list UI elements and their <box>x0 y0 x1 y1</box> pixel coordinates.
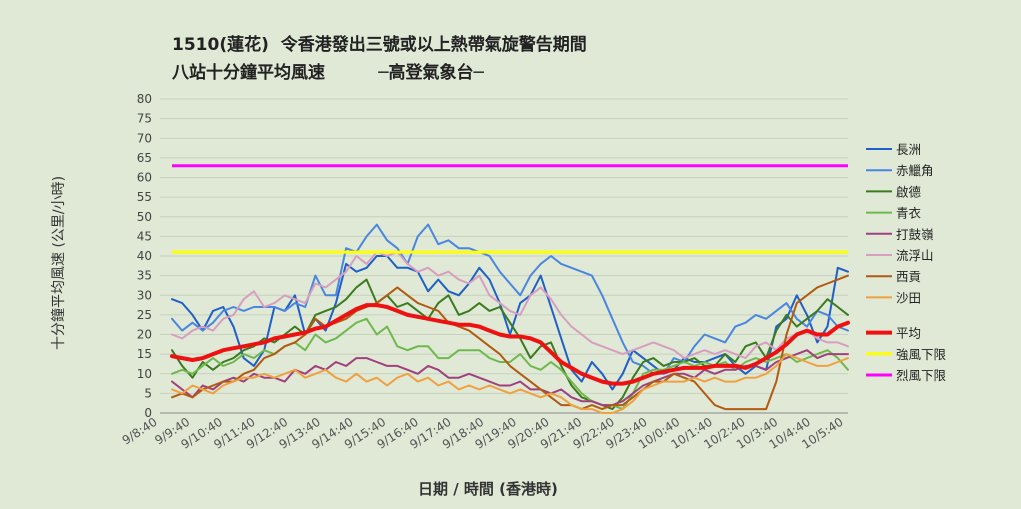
legend-label: 西貢 <box>896 269 921 284</box>
series-line <box>171 349 849 407</box>
y-tick-label: 40 <box>137 249 152 263</box>
chart-subtitle: 八站十分鐘平均風速 ─高登氣象台─ <box>172 63 484 83</box>
y-tick-label: 25 <box>137 308 152 322</box>
series-line <box>171 251 849 360</box>
y-tick-label: 55 <box>137 190 152 204</box>
legend-label: 平均 <box>896 326 921 341</box>
legend-label: 赤鱲角 <box>896 163 934 178</box>
y-tick-label: 65 <box>137 151 152 165</box>
series-line <box>171 223 849 375</box>
y-tick-label: 30 <box>137 288 152 302</box>
series-line <box>171 274 849 411</box>
y-tick-label: 20 <box>137 328 152 342</box>
y-tick-label: 60 <box>137 171 152 185</box>
series-line <box>170 303 850 386</box>
y-tick-label: 70 <box>137 131 152 145</box>
legend-label: 啟德 <box>896 184 922 199</box>
legend-label: 強風下限 <box>896 347 947 362</box>
y-tick-label: 45 <box>137 229 152 243</box>
y-tick-label: 50 <box>137 210 152 224</box>
y-tick-label: 80 <box>137 92 152 106</box>
legend-label: 流浮山 <box>896 248 934 263</box>
y-tick-label: 5 <box>144 386 152 400</box>
legend-label: 長洲 <box>896 142 921 157</box>
series-line <box>171 353 849 414</box>
x-tick-label: 9/8:40 <box>120 415 160 448</box>
y-tick-label: 75 <box>137 112 152 126</box>
legend-label: 打鼓嶺 <box>896 227 934 242</box>
x-axis-label: 日期 / 時間 (香港時) <box>418 480 558 498</box>
series-line <box>171 278 849 411</box>
y-tick-label: 0 <box>144 406 152 420</box>
legend-label: 烈風下限 <box>896 368 947 383</box>
y-tick-label: 15 <box>137 347 152 361</box>
chart-title: 1510(蓮花) 令香港發出三號或以上熱帶氣旋警告期間 <box>172 35 587 55</box>
legend-label: 青衣 <box>896 206 922 221</box>
y-tick-label: 35 <box>137 269 152 283</box>
legend-label: 沙田 <box>896 290 921 305</box>
y-tick-label: 10 <box>137 367 152 381</box>
